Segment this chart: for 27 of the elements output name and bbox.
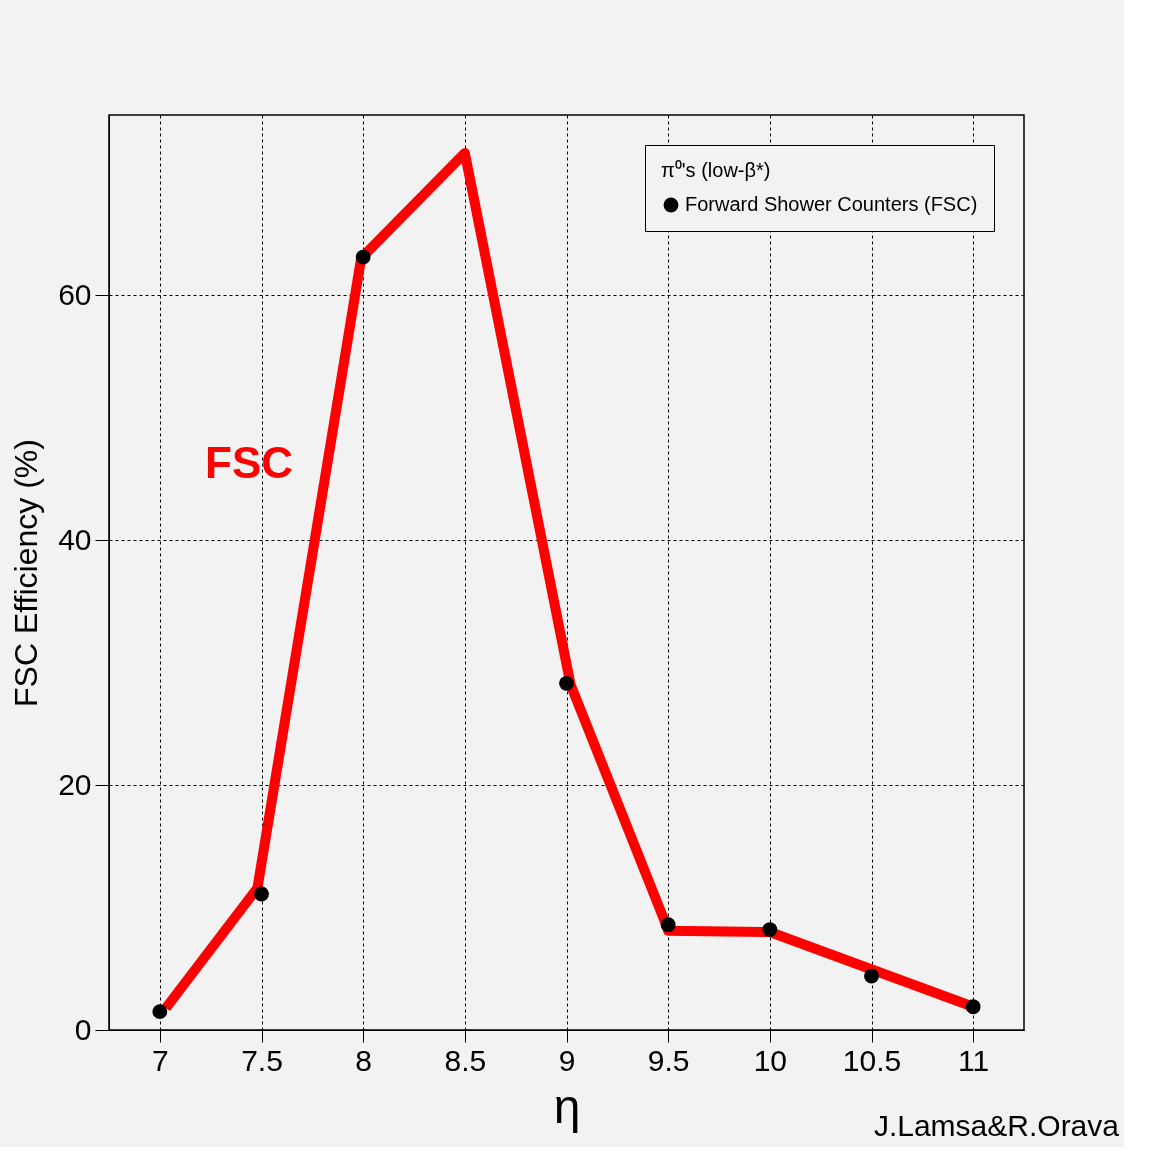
legend-label: Forward Shower Counters (FSC): [685, 193, 978, 215]
x-tick-label: 8.5: [444, 1043, 487, 1077]
point: [254, 886, 269, 902]
y-tick-label: 0: [74, 1012, 92, 1046]
text: J.Lamsa&R.Orava: [873, 1109, 1120, 1142]
x-tick-label: 10: [753, 1043, 788, 1077]
x-tick-label: 11: [958, 1043, 990, 1077]
x-axis-title: η: [553, 1079, 581, 1133]
point: [559, 675, 574, 691]
x-tick-label: 8: [355, 1043, 373, 1077]
point: [152, 1004, 168, 1020]
y-tick-label: 20: [58, 767, 92, 801]
x-tick-label: 9: [558, 1043, 576, 1077]
x-tick-label: 7.5: [241, 1043, 283, 1077]
x-tick-label: 10.5: [842, 1043, 902, 1077]
point: [864, 968, 879, 984]
point: [762, 922, 778, 937]
legend-title: π⁰'s (low-β*): [661, 159, 771, 181]
y-tick-label: 40: [58, 522, 92, 556]
y-axis-title: FSC Efficiency (%): [8, 439, 45, 707]
x-tick-label: 9.5: [647, 1043, 690, 1077]
point: [965, 999, 981, 1015]
annotation: FSC: [205, 438, 293, 487]
y-tick-label: 60: [58, 277, 92, 311]
x-tick-label: 7: [151, 1043, 169, 1077]
point: [355, 249, 371, 265]
point: [660, 917, 676, 933]
